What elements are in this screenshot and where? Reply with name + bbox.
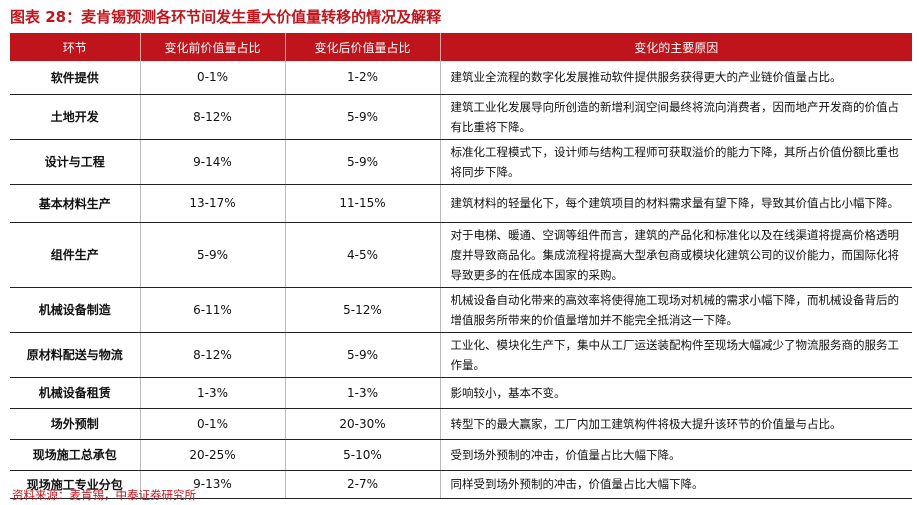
table-row: 组件生产 5-9% 4-5% 对于电梯、暖通、空调等组件而言，建筑的产品化和标准化以及… <box>10 222 912 288</box>
reason-cell: 影响较小，基本不变。 <box>439 377 912 409</box>
stage-cell: 现场施工专业分包 <box>10 470 140 499</box>
stage-cell: 现场施工总承包 <box>10 439 140 471</box>
header-row: 环节 变化前价值量占比 变化后价值量占比 变化的主要原因 <box>10 33 912 61</box>
stage-cell: 基本材料生产 <box>10 184 140 223</box>
header-cell: 变化的主要原因 <box>439 33 912 61</box>
share-cell: 1-2% <box>284 61 440 95</box>
share-cell: 9-14% <box>139 139 285 185</box>
header-cell: 变化后价值量占比 <box>284 33 440 61</box>
table-row: 机械设备制造 6-11% 5-12% 机械设备自动化带来的高效率将使得施工现场对机械的… <box>10 287 912 333</box>
share-cell: 4-5% <box>284 222 440 288</box>
reason-cell: 建筑工业化发展导向所创造的新增利润空间最终将流向消费者，因而地产开发商的价值占有… <box>439 94 912 140</box>
table-row: 原材料配送与物流 8-12% 5-9% 工业化、模块化生产下，集中从工厂运送装配构件至… <box>10 332 912 378</box>
reason-cell: 转型下的最大赢家，工厂内加工建筑构件将极大提升该环节的价值量与占比。 <box>439 408 912 440</box>
share-cell: 0-1% <box>139 61 285 95</box>
stage-cell: 机械设备租赁 <box>10 377 140 409</box>
table-row: 场外预制 0-1% 20-30% 转型下的最大赢家，工厂内加工建筑构件将极大提升该环节… <box>10 408 912 440</box>
share-cell: 5-9% <box>284 332 440 378</box>
reason-cell: 工业化、模块化生产下，集中从工厂运送装配构件至现场大幅减少了物流服务商的服务工作… <box>439 332 912 378</box>
share-cell: 9-13% <box>139 470 285 499</box>
table-row: 土地开发 8-12% 5-9% 建筑工业化发展导向所创造的新增利润空间最终将流向消费者… <box>10 94 912 140</box>
share-cell: 5-12% <box>284 287 440 333</box>
table-row: 软件提供 0-1% 1-2% 建筑业全流程的数字化发展推动软件提供服务获得更大的产业链… <box>10 61 912 95</box>
share-cell: 5-9% <box>284 94 440 140</box>
table-body: 软件提供 0-1% 1-2% 建筑业全流程的数字化发展推动软件提供服务获得更大的产业链… <box>10 61 912 499</box>
title: 图表 28：麦肯锡预测各环节间发生重大价值量转移的情况及解释 <box>10 8 442 26</box>
stage-cell: 土地开发 <box>10 94 140 140</box>
share-cell: 5-10% <box>284 439 440 471</box>
table-row: 现场施工总承包 20-25% 5-10% 受到场外预制的冲击，价值量占比大幅下降。 <box>10 439 912 471</box>
share-cell: 0-1% <box>139 408 285 440</box>
header-cell: 变化前价值量占比 <box>139 33 285 61</box>
stage-cell: 软件提供 <box>10 61 140 95</box>
reason-cell: 对于电梯、暖通、空调等组件而言，建筑的产品化和标准化以及在线渠道将提高价格透明度… <box>439 222 912 288</box>
stage-cell: 机械设备制造 <box>10 287 140 333</box>
share-cell: 5-9% <box>284 139 440 185</box>
table-row: 基本材料生产 13-17% 11-15% 建筑材料的轻量化下，每个建筑项目的材料需求量… <box>10 184 912 223</box>
reason-cell: 建筑业全流程的数字化发展推动软件提供服务获得更大的产业链价值量占比。 <box>439 61 912 95</box>
source-note: 资料来源：麦肯锡，中泰证券研究所 <box>12 488 196 502</box>
header-cell: 环节 <box>10 33 140 61</box>
share-cell: 11-15% <box>284 184 440 223</box>
share-cell: 20-25% <box>139 439 285 471</box>
stage-cell: 组件生产 <box>10 222 140 288</box>
table-row: 现场施工专业分包 9-13% 2-7% 同样受到场外预制的冲击，价值量占比大幅下降。 <box>10 470 912 499</box>
stage-cell: 设计与工程 <box>10 139 140 185</box>
share-cell: 6-11% <box>139 287 285 333</box>
reason-cell: 机械设备自动化带来的高效率将使得施工现场对机械的需求小幅下降，而机械设备背后的增… <box>439 287 912 333</box>
reason-cell: 标准化工程模式下，设计师与结构工程师可获取溢价的能力下降，其所占价值份额比重也将… <box>439 139 912 185</box>
share-cell: 2-7% <box>284 470 440 499</box>
table-row: 设计与工程 9-14% 5-9% 标准化工程模式下，设计师与结构工程师可获取溢价的能力… <box>10 139 912 185</box>
share-cell: 5-9% <box>139 222 285 288</box>
table-row: 机械设备租赁 1-3% 1-3% 影响较小，基本不变。 <box>10 377 912 409</box>
reason-cell: 同样受到场外预制的冲击，价值量占比大幅下降。 <box>439 470 912 499</box>
share-cell: 1-3% <box>284 377 440 409</box>
reason-cell: 受到场外预制的冲击，价值量占比大幅下降。 <box>439 439 912 471</box>
share-cell: 20-30% <box>284 408 440 440</box>
share-cell: 8-12% <box>139 332 285 378</box>
share-cell: 1-3% <box>139 377 285 409</box>
table: 环节 变化前价值量占比 变化后价值量占比 变化的主要原因 软件提供 0-1% 1-2% 建筑… <box>10 33 912 499</box>
share-cell: 13-17% <box>139 184 285 223</box>
reason-cell: 建筑材料的轻量化下，每个建筑项目的材料需求量有望下降，导致其价值占比小幅下降。 <box>439 184 912 223</box>
stage-cell: 原材料配送与物流 <box>10 332 140 378</box>
share-cell: 8-12% <box>139 94 285 140</box>
stage-cell: 场外预制 <box>10 408 140 440</box>
